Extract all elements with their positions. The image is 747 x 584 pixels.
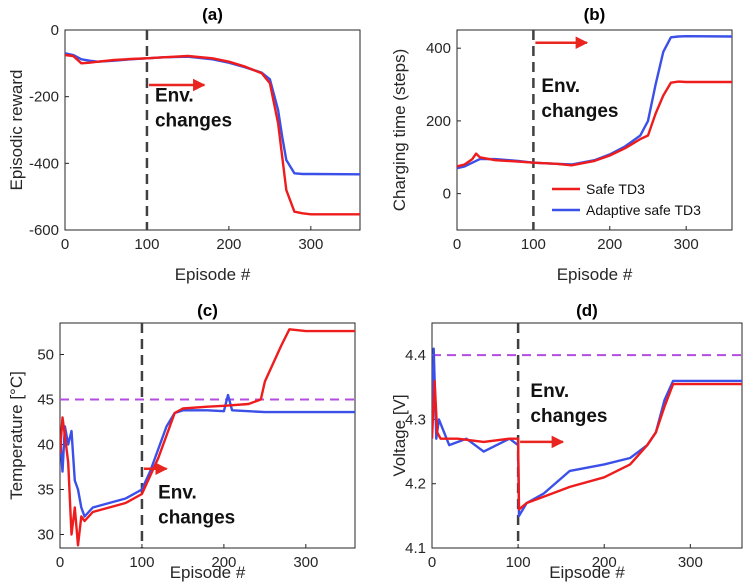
x-tick-label: 200: [211, 554, 236, 571]
env-change-annotation: changes: [158, 508, 235, 529]
x-tick-label: 200: [597, 236, 622, 253]
series-line-safe-td3: [65, 53, 360, 216]
series-line-safe-td3: [457, 80, 732, 168]
x-axis-label: Episode #: [557, 265, 633, 284]
y-tick-label: 40: [37, 437, 54, 454]
y-axis-label: Temperature [°C]: [7, 371, 26, 500]
y-axis-label: Voltage [V]: [390, 394, 409, 476]
chart-title: (d): [576, 301, 598, 320]
y-tick-label: 4.2: [405, 476, 426, 493]
x-tick-label: 300: [293, 554, 318, 571]
x-tick-label: 200: [216, 236, 241, 253]
y-tick-label: 45: [37, 392, 54, 409]
env-change-annotation: Env.: [158, 483, 197, 504]
x-tick-label: 300: [674, 236, 699, 253]
x-axis-label: Episode #: [170, 563, 246, 582]
y-tick-label: 4.1: [405, 540, 426, 557]
chart-d: 0 100 200 300 4.1 4.2 4.3 4.4 (d) Eipsode # Voltag…: [390, 301, 743, 582]
chart-title: (a): [202, 5, 223, 24]
y-axis-label: Episodic reward: [7, 70, 26, 191]
env-change-annotation: changes: [541, 101, 618, 122]
chart-a: 0 100 200 300 0 -200 -400 -600 (a) Episode # Episo…: [7, 5, 361, 284]
legend: Safe TD3 Adaptive safe TD3: [548, 176, 726, 222]
x-tick-label: 300: [298, 236, 323, 253]
env-change-annotation: changes: [530, 406, 607, 427]
x-axis-label: Episode #: [175, 265, 251, 284]
env-change-annotation: Env.: [530, 381, 569, 402]
y-tick-label: 35: [37, 482, 54, 499]
chart-title: (b): [584, 5, 606, 24]
chart-c: 0 100 200 300 30 35 40 45 50 (c) Episode # Temperat…: [7, 301, 356, 582]
y-tick-label: 50: [37, 347, 54, 364]
y-tick-label: 0: [443, 186, 451, 203]
x-tick-label: 100: [129, 554, 154, 571]
x-axis-label: Eipsode #: [549, 563, 625, 582]
y-tick-label: 0: [51, 22, 59, 39]
legend-box: [548, 176, 726, 222]
series-line-safe-td3: [60, 328, 355, 547]
y-tick-label: 30: [37, 527, 54, 544]
x-tick-label: 0: [428, 554, 436, 571]
x-tick-label: 200: [592, 554, 617, 571]
y-tick-label: 4.4: [405, 347, 426, 364]
series-line-adaptive-safe-td3: [60, 393, 355, 518]
legend-label-adaptive-safe-td3: Adaptive safe TD3: [586, 202, 701, 218]
x-tick-label: 100: [521, 236, 546, 253]
y-tick-label: 400: [426, 40, 451, 57]
y-tick-label: 200: [426, 113, 451, 130]
x-tick-label: 100: [134, 236, 159, 253]
axes-box: [64, 29, 361, 231]
plot-area: [60, 323, 355, 548]
x-tick-label: 300: [678, 554, 703, 571]
env-change-annotation: Env.: [155, 86, 194, 107]
x-tick-label: 0: [61, 236, 69, 253]
x-tick-label: 0: [56, 554, 64, 571]
env-change-annotation: changes: [155, 111, 232, 132]
y-tick-label: -400: [29, 155, 59, 172]
series-line-safe-td3: [432, 379, 742, 511]
plot-area: [457, 30, 732, 230]
y-tick-label: -600: [29, 222, 59, 239]
plot-area: [65, 30, 360, 230]
x-tick-label: 100: [506, 554, 531, 571]
chart-title: (c): [197, 301, 218, 320]
axes-box: [431, 322, 743, 549]
y-tick-label: -200: [29, 89, 59, 106]
env-change-annotation: Env.: [541, 76, 580, 97]
axes-box: [59, 322, 356, 549]
y-tick-label: 4.3: [405, 411, 426, 428]
x-tick-label: 0: [453, 236, 461, 253]
chart-b: 0 100 200 300 0 200 400 (b) Episode # Charging ti…: [390, 5, 733, 284]
plot-area: [432, 323, 742, 548]
legend-label-safe-td3: Safe TD3: [586, 181, 645, 197]
y-axis-label: Charging time (steps): [390, 49, 409, 212]
